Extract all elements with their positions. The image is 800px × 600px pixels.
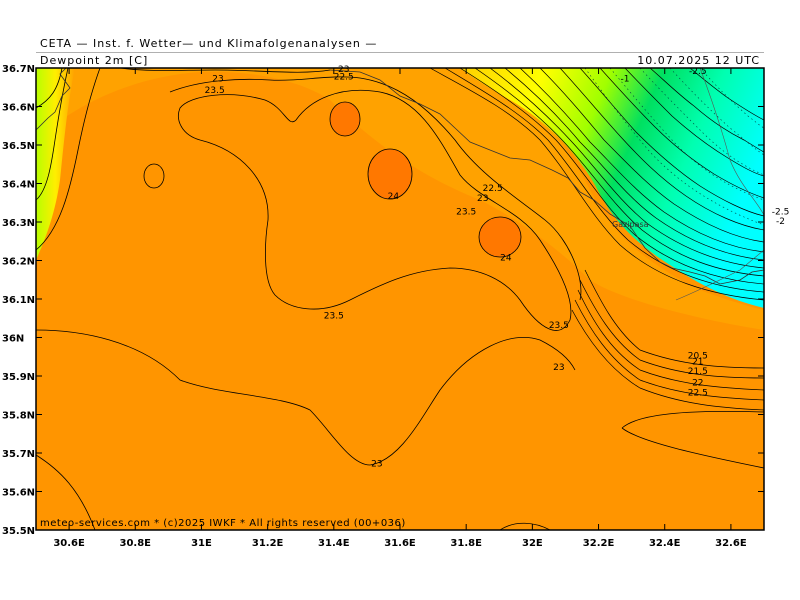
warm-cell-1 [329,101,361,137]
header-divider [36,52,764,53]
contour-value-label: 22.5 [483,184,503,194]
header-variable: Dewpoint 2m [C] [40,54,149,67]
contour-value-label: -1 [621,74,630,84]
latitude-axis: 36.7N 36.6N 36.5N 36.4N 36.3N 36.2N 36.1N 36N 35… [2,64,764,537]
contour-value-label: 21.5 [688,367,708,377]
latitude-label: 35.5N [2,526,35,537]
coastline [36,68,764,285]
contour-value-label: -2 [776,217,785,227]
longitude-label: 31.2E [252,538,284,549]
longitude-label: 32.2E [583,538,615,549]
longitude-label: 31.4E [318,538,350,549]
latitude-label: 36.3N [2,218,35,229]
west-edge-area [36,68,75,260]
longitude-label: 32.6E [715,538,747,549]
dotted-contours [584,68,764,226]
contour-value-label: 23 [477,194,488,204]
contour-value-label: 23.5 [456,207,476,217]
contour-value-label: 22.5 [334,73,354,83]
map-field [36,68,764,530]
warm-cell-3 [478,216,522,258]
latitude-label: 36N [2,334,24,345]
contour-value-label: 23 [371,459,382,469]
latitude-label: 36.6N [2,103,35,114]
small-closed-contour [143,163,165,189]
contour-value-label: 23.5 [324,311,344,321]
contour-value-label: 23.5 [205,86,225,96]
contour-value-label: -2.5 [772,207,790,217]
header-datetime: 10.07.2025 12 UTC [637,54,760,67]
latitude-label: 35.8N [2,411,35,422]
place-label-gazipasa: Gazipasa [612,220,649,229]
warm-cell-2 [367,148,413,200]
latitude-label: 35.7N [2,449,35,460]
footer-credit: meteo-services.com * (c)2025 IWKF * All … [40,518,406,529]
longitude-label: 32.4E [649,538,681,549]
contour-value-label: 23 [338,65,349,75]
coastal-band [36,68,764,330]
contour-value-label: 23 [212,74,223,84]
contour-value-label: 24 [388,192,400,202]
longitude-label: 30.8E [120,538,152,549]
latitude-label: 36.4N [2,180,35,191]
contour-value-label: 23.5 [549,321,569,331]
contour-value-label: 22 [692,379,703,389]
latitude-label: 36.1N [2,295,35,306]
contour-value-label: -2.5 [689,67,707,77]
contour-value-label: 20.5 [688,352,708,362]
latitude-label: 35.9N [2,372,35,383]
latitude-label: 35.6N [2,488,35,499]
contour-value-label: 23 [553,363,564,373]
longitude-axis: 30.6E 30.8E 31E 31.2E 31.4E 31.6E 31.8E 32E 32.2… [53,68,747,549]
latitude-label: 36.7N [2,64,35,75]
header-organization: CETA — Inst. f. Wetter— und Klimafolgena… [40,37,378,50]
contour-value-label: 22.5 [688,388,708,398]
longitude-label: 31.8E [450,538,482,549]
longitude-label: 31.6E [384,538,416,549]
latitude-label: 36.5N [2,141,35,152]
longitude-label: 32E [522,538,543,549]
longitude-label: 30.6E [53,538,85,549]
longitude-label: 31E [191,538,212,549]
contour-value-label: 21 [692,357,703,367]
latitude-label: 36.2N [2,257,35,268]
contour-lines-dense [429,68,764,411]
boundary-lines [675,68,764,301]
contour-labels: 2323.522.5232422.52323.52423.523.52320.5… [205,65,790,470]
contour-value-label: 24 [500,254,512,264]
